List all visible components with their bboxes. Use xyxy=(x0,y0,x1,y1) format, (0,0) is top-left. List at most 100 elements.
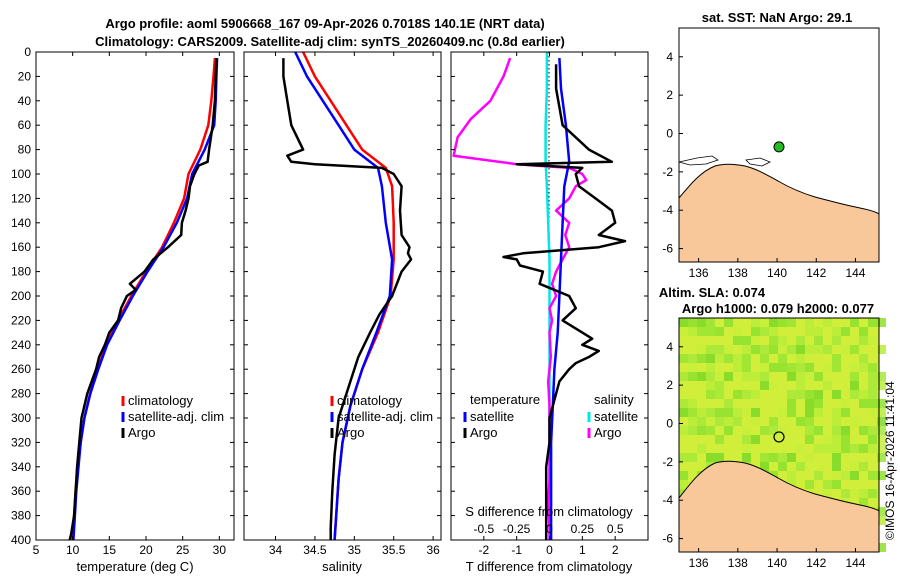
sla-cell xyxy=(850,363,859,372)
sla-cell xyxy=(706,327,715,336)
sla-cell xyxy=(877,471,886,480)
sla-cell xyxy=(778,354,787,363)
salinity-panel: 34 34.5 35 35.5 36 salinity climatology sate… xyxy=(243,51,442,574)
legend-satellite: satellite-adj. clim xyxy=(337,409,433,424)
sla-cell xyxy=(679,453,688,462)
sla-cell xyxy=(697,345,706,354)
sla-cell xyxy=(814,390,823,399)
x-tick-label: 5 xyxy=(33,543,40,557)
sla-cell xyxy=(769,336,778,345)
sla-cell xyxy=(805,327,814,336)
sla-cell xyxy=(778,462,787,471)
map-x-tick-label: 144 xyxy=(845,556,865,570)
sla-cell xyxy=(796,444,805,453)
sla-cell xyxy=(679,354,688,363)
sla-cell xyxy=(850,345,859,354)
y-tick-label: 180 xyxy=(11,265,31,279)
sla-cell xyxy=(832,408,841,417)
sla-cell xyxy=(742,435,751,444)
sla-cell xyxy=(850,381,859,390)
sla-cell xyxy=(814,372,823,381)
map-y-tick-label: -2 xyxy=(662,455,673,469)
sla-cell xyxy=(805,390,814,399)
sla-cell xyxy=(742,372,751,381)
map-x-tick-label: 140 xyxy=(767,266,787,280)
legend-temperature-heading: temperature xyxy=(470,392,540,407)
title-line1: Argo profile: aoml 5906668_167 09-Apr-20… xyxy=(105,16,544,31)
sla-cell xyxy=(706,363,715,372)
sla-cell xyxy=(706,372,715,381)
sla-cell xyxy=(841,345,850,354)
sla-cell xyxy=(814,345,823,354)
sla-cell xyxy=(841,489,850,498)
sla-cell xyxy=(850,489,859,498)
sla-cell xyxy=(859,327,868,336)
difference-panel: -2 -1 0 1 2 T difference from climatology S … xyxy=(450,51,649,574)
map-y-tick-label: 4 xyxy=(666,340,673,354)
sla-cell xyxy=(742,354,751,363)
legend-s-argo: Argo xyxy=(594,425,621,440)
temperature-xlabel: temperature (deg C) xyxy=(76,559,193,574)
map-y-tick-label: 0 xyxy=(666,126,673,140)
sla-cell xyxy=(760,345,769,354)
sla-cell xyxy=(832,480,841,489)
y-tick-label: 100 xyxy=(11,167,31,181)
sla-cell xyxy=(814,336,823,345)
sla-cell xyxy=(769,345,778,354)
sla-cell xyxy=(760,327,769,336)
sla-cell xyxy=(751,318,760,327)
s-tick-label: 0.5 xyxy=(607,522,624,536)
sla-cell xyxy=(679,408,688,417)
climatology-salinity-line xyxy=(301,51,395,541)
sla-cell xyxy=(742,408,751,417)
sla-cell xyxy=(805,417,814,426)
sla-cell xyxy=(832,336,841,345)
map-y-tick-label: -6 xyxy=(662,532,673,546)
x-tick-label: 34 xyxy=(269,543,283,557)
map-y-tick-label: 2 xyxy=(666,88,673,102)
sla-cell xyxy=(877,372,886,381)
sla-cell xyxy=(823,480,832,489)
sla-cell xyxy=(814,327,823,336)
sla-cell xyxy=(787,390,796,399)
sla-cell xyxy=(877,444,886,453)
sla-cell xyxy=(877,426,886,435)
sla-cell xyxy=(877,507,886,516)
argo-temperature-line xyxy=(68,58,218,541)
sla-cell xyxy=(769,327,778,336)
sla-cell xyxy=(715,417,724,426)
sla-cell xyxy=(760,363,769,372)
legend-s-satellite: satellite xyxy=(594,409,638,424)
sla-cell xyxy=(778,318,787,327)
sla-cell xyxy=(778,408,787,417)
sla-cell xyxy=(868,471,877,480)
sla-cell xyxy=(733,408,742,417)
sla-cell xyxy=(706,318,715,327)
map-y-tick-label: 4 xyxy=(666,50,673,64)
sla-cell xyxy=(832,417,841,426)
sla-cell xyxy=(769,417,778,426)
sla-cell xyxy=(859,489,868,498)
sla-cell xyxy=(823,489,832,498)
sla-cell xyxy=(868,408,877,417)
satellite-salinity-line xyxy=(294,51,394,541)
sla-cell xyxy=(706,345,715,354)
sla-cell xyxy=(787,363,796,372)
new-guinea-land xyxy=(678,460,880,553)
sla-cell xyxy=(823,345,832,354)
y-tick-label: 300 xyxy=(11,411,31,425)
sla-cell xyxy=(796,372,805,381)
map-y-tick-label: -2 xyxy=(662,165,673,179)
sla-cell xyxy=(841,426,850,435)
sla-cell xyxy=(688,318,697,327)
sla-cell xyxy=(733,354,742,363)
sla-cell xyxy=(868,390,877,399)
salinity-axes-box xyxy=(243,51,442,541)
y-tick-label: 160 xyxy=(11,240,31,254)
sla-cell xyxy=(868,372,877,381)
sla-cell xyxy=(688,399,697,408)
sla-cell xyxy=(796,417,805,426)
new-guinea-land xyxy=(678,163,880,263)
sla-cell xyxy=(688,354,697,363)
sla-cell xyxy=(805,345,814,354)
